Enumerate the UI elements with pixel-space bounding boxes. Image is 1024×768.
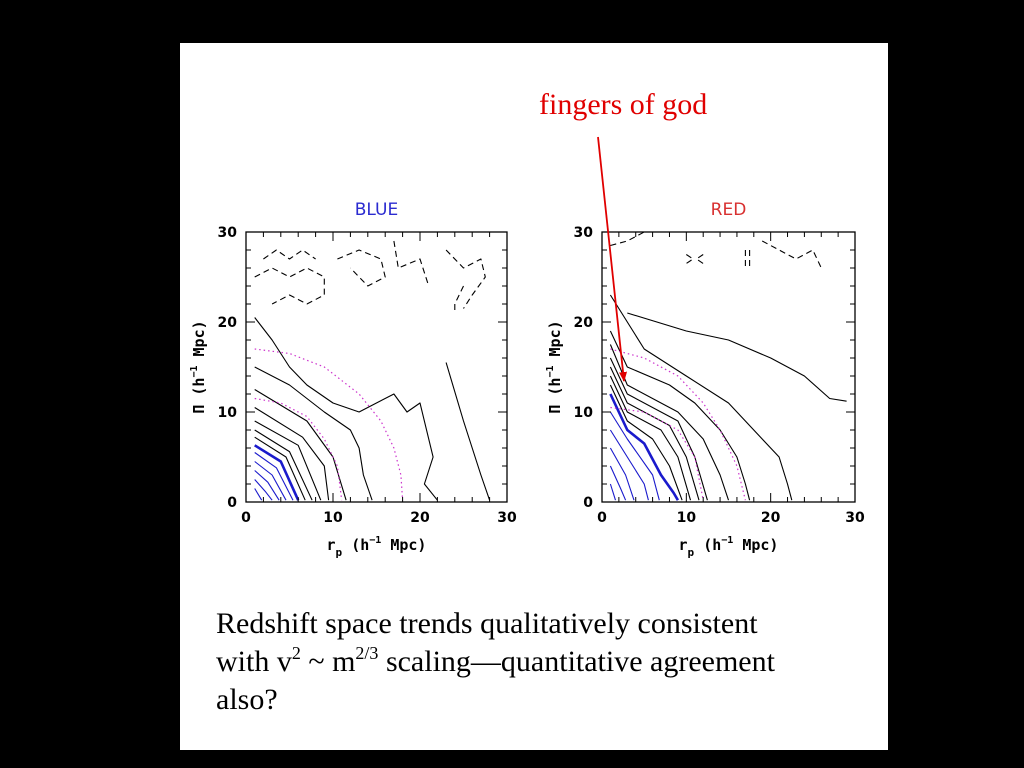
blue-contour-blue (254, 488, 263, 501)
blue-y-tick-label: 30 (218, 225, 238, 241)
red-plot-frame (601, 231, 856, 503)
caption: Redshift space trends qualitatively cons… (216, 605, 876, 719)
red-contour-dashed (695, 254, 704, 264)
red-contour-dashed (761, 240, 822, 269)
blue-contour-solid (445, 362, 491, 501)
blue-panel: BLUE 0 10 20 30 0 10 20 30 rp (h−1 Mpc) Π (h−1 Mpc… (189, 200, 517, 559)
blue-y-tick-label: 0 (227, 495, 237, 511)
red-x-tick-label: 0 (597, 510, 607, 526)
red-x-axis-label: rp (h−1 Mpc) (679, 535, 779, 559)
red-contour-blue (609, 483, 617, 501)
blue-contour-solid (254, 317, 438, 501)
red-contour-solid (609, 375, 692, 501)
red-contour-model (610, 406, 704, 501)
caption-text-c: scaling—quantitative agreement (378, 645, 775, 678)
red-panel: RED 0 10 20 30 0 10 20 30 rp (h−1 Mpc) Π (h−1 Mpc) (545, 200, 865, 559)
red-contour-blue (609, 429, 649, 501)
blue-contour-solid (254, 366, 373, 501)
blue-x-axis-label: rp (h−1 Mpc) (327, 535, 427, 559)
red-contour-blue (609, 447, 635, 501)
red-contour-model (610, 348, 746, 501)
blue-y-tick-label: 20 (218, 315, 238, 331)
red-x-tick-label: 30 (845, 510, 865, 526)
red-contour-blue (609, 465, 627, 501)
blue-plot-frame (245, 231, 508, 503)
blue-contour-dashed (263, 249, 316, 260)
blue-panel-title: BLUE (355, 200, 398, 220)
blue-contour-dashed (445, 249, 486, 309)
blue-contour-dashed (337, 249, 386, 287)
blue-contour-solid (254, 436, 306, 501)
caption-superscript-2: 2/3 (355, 643, 379, 663)
red-contour-dashed (685, 254, 694, 264)
red-contour-solid (609, 294, 793, 501)
blue-contour-dashed (454, 285, 464, 313)
red-contour-solid (609, 366, 700, 501)
caption-text-b: ~ m (300, 645, 356, 678)
annotation-arrow (597, 136, 628, 382)
blue-contour-blue (254, 461, 287, 501)
blue-y-tick-label: 10 (218, 405, 238, 421)
blue-contour-dashed (393, 240, 430, 287)
blue-contour-blue-thick (254, 444, 300, 501)
blue-contour-blue (254, 470, 280, 501)
red-y-tick-label: 20 (574, 315, 594, 331)
blue-x-tick-label: 20 (410, 510, 430, 526)
blue-contour-blue (254, 452, 294, 501)
red-y-tick-label: 0 (583, 495, 593, 511)
blue-contour-blue (254, 479, 273, 501)
red-x-tick-label: 10 (677, 510, 697, 526)
blue-x-tick-label: 30 (497, 510, 517, 526)
blue-x-tick-label: 10 (323, 510, 343, 526)
red-contour-solid (609, 384, 683, 501)
red-contour-dashed (610, 231, 645, 247)
red-contour-blue (609, 411, 660, 501)
blue-contour-solid (254, 407, 330, 501)
caption-line-2: with v2 ~ m2/3 scaling—quantitative agre… (216, 643, 876, 681)
blue-y-axis-label: Π (h−1 Mpc) (189, 320, 208, 413)
red-contour-solid (609, 357, 708, 501)
caption-text-a: with v (216, 645, 292, 678)
slide-background (180, 43, 888, 750)
caption-line-3: also? (216, 683, 278, 716)
fingers-of-god-annotation: fingers of god (539, 88, 708, 121)
red-contour-blue-thick (609, 393, 680, 501)
red-y-tick-label: 10 (574, 405, 594, 421)
caption-line-1: Redshift space trends qualitatively cons… (216, 607, 758, 640)
blue-contour-solid (254, 429, 313, 501)
red-panel-title: RED (711, 200, 747, 220)
red-x-tick-label: 20 (761, 510, 781, 526)
blue-x-tick-label: 0 (241, 510, 251, 526)
red-contour-solid (627, 312, 847, 402)
blue-contour-solid (254, 420, 322, 501)
red-contour-solid (609, 330, 751, 501)
blue-contour-model (254, 348, 404, 501)
red-y-tick-label: 30 (574, 225, 594, 241)
blue-contour-dashed (254, 267, 325, 305)
red-y-axis-label: Π (h−1 Mpc) (545, 320, 564, 413)
caption-superscript-1: 2 (291, 643, 301, 663)
